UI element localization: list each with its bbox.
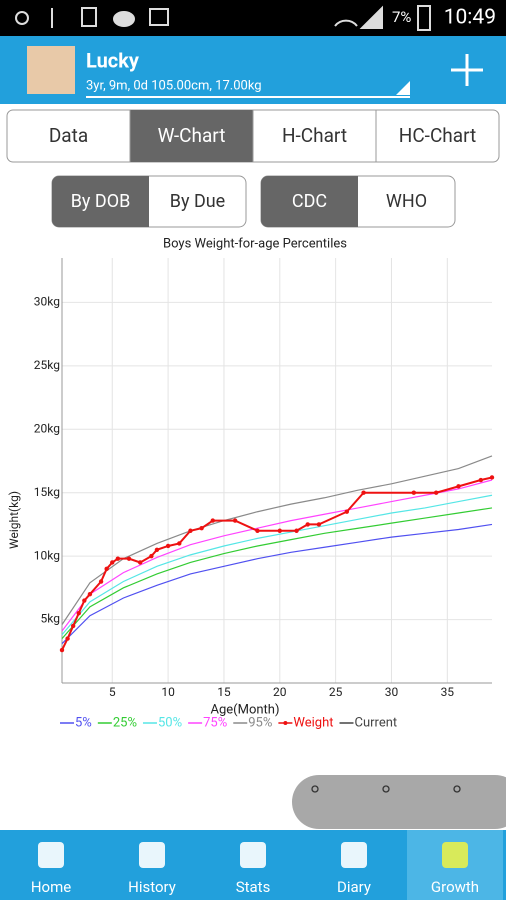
tab-selected [130,110,253,162]
x-tick-label: 10 [161,685,175,699]
y-axis-label: Weight(kg) [7,491,21,549]
data-point [154,547,160,552]
x-tick-label: 35 [441,685,455,699]
data-point [344,509,350,514]
data-point [316,522,322,527]
data-point [177,541,182,546]
nav-label[interactable]: Diary [337,878,371,896]
y-tick-label: 25kg [34,358,60,372]
series-line [61,523,493,645]
child-details[interactable]: 3yr, 9m, 0d 105.00cm, 17.00kg [86,78,262,93]
legend-label: 25% [113,715,137,730]
y-tick-label: 30kg [34,295,60,309]
y-tick-label: 5kg [41,612,60,626]
x-tick-label: 5 [109,685,116,699]
data-point [294,528,299,533]
x-tick-label: 25 [329,685,343,699]
data-point [137,560,143,565]
series-line [61,494,493,636]
add-button[interactable] [451,54,483,86]
nav-icon[interactable] [341,842,367,868]
nav-label[interactable]: Home [31,878,71,896]
data-point [199,526,204,531]
legend-label: 5% [75,715,92,730]
legend-label: Weight [293,715,333,730]
legend-label: Current [355,715,398,730]
nav-label[interactable]: Growth [431,878,479,896]
data-point [149,553,154,559]
child-name[interactable]: Lucky [86,48,140,72]
toggle-option[interactable]: By Due [170,191,225,212]
x-tick-label: 15 [217,685,231,699]
data-point [210,518,215,523]
nav-icon[interactable] [240,842,266,868]
spinner-arrow[interactable] [396,81,410,95]
battery-text: 7% [392,8,411,26]
tab[interactable]: H-Chart [282,124,347,147]
series-line [61,476,493,651]
data-point [478,477,484,483]
data-point [82,598,87,603]
data-point [110,560,115,565]
y-tick-label: 15kg [34,485,60,499]
data-point [104,566,109,572]
legend-label: 95% [248,715,272,730]
tab[interactable]: HC-Chart [399,124,476,147]
data-point [433,490,439,495]
legend-label: 50% [158,715,182,730]
nav-icon[interactable] [442,842,468,868]
data-point [65,636,70,641]
data-point [126,556,132,561]
nav-icon[interactable] [38,842,64,868]
data-point [70,623,76,629]
data-point [232,518,238,523]
data-point [305,522,310,527]
zoom-controls [292,775,506,829]
status-icons [15,5,431,31]
toggle-selected [52,176,149,227]
clock: 10:49 [444,6,496,30]
data-point [115,556,121,561]
toggle-option[interactable]: CDC [292,191,327,212]
nav-label[interactable]: Stats [236,878,271,896]
data-point [76,611,81,616]
data-point [456,484,461,489]
y-tick-label: 10kg [34,548,60,562]
data-point [188,528,193,533]
x-axis-label: Age(Month) [210,702,279,717]
toggle-option[interactable]: WHO [386,191,427,212]
zoom-icons [311,785,461,793]
legend-label: 75% [203,715,227,730]
data-point [361,490,366,495]
tab[interactable]: W-Chart [158,124,226,147]
data-point [165,543,171,549]
nav-icon[interactable] [139,842,165,868]
data-point [87,591,93,597]
data-point [411,490,417,495]
legend-marker [283,721,288,725]
x-tick-label: 20 [273,685,287,699]
nav-label[interactable]: History [128,878,176,896]
toggle-selected [261,176,358,227]
data-point [489,475,495,480]
chart-title: Boys Weight-for-age Percentiles [163,236,347,251]
y-tick-label: 20kg [34,421,60,435]
data-point [59,647,65,653]
series-line [61,507,493,639]
series-line [61,479,493,632]
x-tick-label: 30 [385,685,399,699]
avatar[interactable] [27,46,75,94]
tab[interactable]: Data [49,124,88,147]
data-point [255,528,260,533]
toggle-option[interactable]: By DOB [71,191,131,212]
header [0,36,506,104]
data-point [277,528,282,533]
series-line [61,455,493,625]
data-point [98,579,104,584]
